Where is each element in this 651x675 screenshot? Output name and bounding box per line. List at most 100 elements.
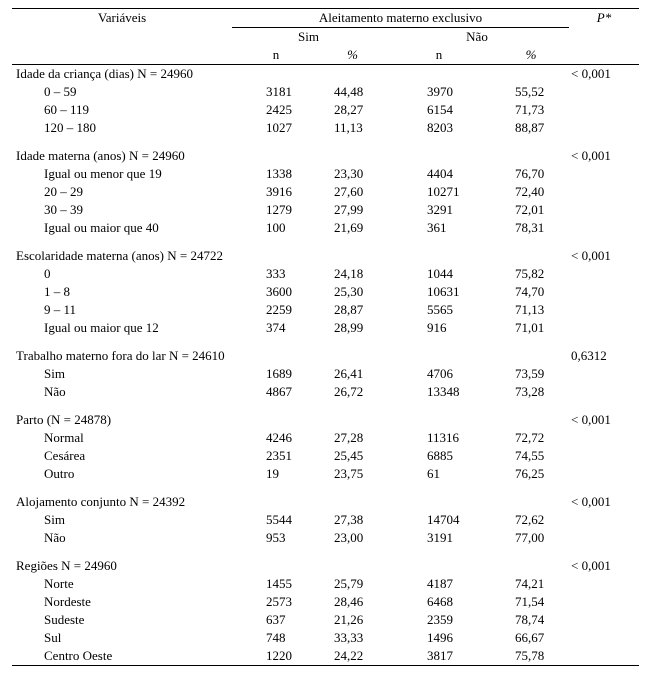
cell-n-yes: 1279: [232, 201, 320, 219]
cell-pct-yes: 33,33: [320, 629, 385, 647]
cell-n-no: 3191: [385, 529, 493, 547]
cell-pct-yes: 28,87: [320, 301, 385, 319]
cell-pct-no: 75,78: [493, 647, 569, 666]
section-spacer: [12, 401, 639, 411]
cell-pct-no: 78,74: [493, 611, 569, 629]
table-row: Cesárea235125,45688574,55: [12, 447, 639, 465]
table-row: Norte145525,79418774,21: [12, 575, 639, 593]
section-title-row: Idade materna (anos) N = 24960< 0,001: [12, 147, 639, 165]
row-label: 20 – 29: [12, 183, 232, 201]
p-value: < 0,001: [569, 147, 639, 165]
section-title: Escolaridade materna (anos) N = 24722: [12, 247, 232, 265]
cell-pct-no: 72,01: [493, 201, 569, 219]
row-label: 30 – 39: [12, 201, 232, 219]
table-row: Igual ou maior que 4010021,6936178,31: [12, 219, 639, 237]
header-n1: n: [232, 46, 320, 65]
cell-n-yes: 2573: [232, 593, 320, 611]
cell-pct-yes: 24,22: [320, 647, 385, 666]
cell-pct-yes: 25,79: [320, 575, 385, 593]
table-row: 9 – 11225928,87556571,13: [12, 301, 639, 319]
cell-pct-yes: 23,75: [320, 465, 385, 483]
row-label: Igual ou maior que 12: [12, 319, 232, 337]
section-title-row: Alojamento conjunto N = 24392 < 0,001: [12, 493, 639, 511]
section-title-row: Regiões N = 24960< 0,001: [12, 557, 639, 575]
cell-pct-yes: 28,27: [320, 101, 385, 119]
header-row-2: Sim Não: [12, 28, 639, 47]
row-label: Não: [12, 529, 232, 547]
cell-n-no: 13348: [385, 383, 493, 401]
row-label: 9 – 11: [12, 301, 232, 319]
cell-pct-no: 71,01: [493, 319, 569, 337]
row-label: Normal: [12, 429, 232, 447]
cell-pct-no: 77,00: [493, 529, 569, 547]
table-row: Sudeste63721,26235978,74: [12, 611, 639, 629]
table-row: 1 – 8360025,301063174,70: [12, 283, 639, 301]
section-title-row: Idade da criança (dias) N = 24960< 0,001: [12, 65, 639, 84]
table-row: Sul74833,33149666,67: [12, 629, 639, 647]
cell-pct-no: 71,54: [493, 593, 569, 611]
cell-n-yes: 748: [232, 629, 320, 647]
row-label: 60 – 119: [12, 101, 232, 119]
table-row: 0 – 59318144,48397055,52: [12, 83, 639, 101]
cell-pct-yes: 26,72: [320, 383, 385, 401]
header-yes: Sim: [232, 28, 385, 47]
cell-pct-no: 73,28: [493, 383, 569, 401]
cell-n-no: 1496: [385, 629, 493, 647]
table-row: Centro Oeste122024,22381775,78: [12, 647, 639, 666]
row-label: Igual ou menor que 19: [12, 165, 232, 183]
cell-pct-no: 78,31: [493, 219, 569, 237]
p-value: < 0,001: [569, 557, 639, 575]
section-spacer: [12, 337, 639, 347]
p-value: < 0,001: [569, 493, 639, 511]
cell-pct-yes: 26,41: [320, 365, 385, 383]
cell-n-yes: 100: [232, 219, 320, 237]
row-label: 0: [12, 265, 232, 283]
table-row: Nordeste257328,46646871,54: [12, 593, 639, 611]
cell-n-yes: 5544: [232, 511, 320, 529]
row-label: Sul: [12, 629, 232, 647]
cell-n-yes: 637: [232, 611, 320, 629]
cell-pct-no: 74,21: [493, 575, 569, 593]
section-spacer: [12, 237, 639, 247]
cell-n-no: 3970: [385, 83, 493, 101]
cell-pct-yes: 21,69: [320, 219, 385, 237]
table-row: Não95323,00319177,00: [12, 529, 639, 547]
row-label: 0 – 59: [12, 83, 232, 101]
cell-n-yes: 19: [232, 465, 320, 483]
cell-n-yes: 4867: [232, 383, 320, 401]
section-title: Trabalho materno fora do lar N = 24610: [12, 347, 232, 365]
row-label: Igual ou maior que 40: [12, 219, 232, 237]
cell-n-yes: 953: [232, 529, 320, 547]
cell-n-yes: 2351: [232, 447, 320, 465]
cell-pct-yes: 27,28: [320, 429, 385, 447]
header-pct2: %: [493, 46, 569, 65]
table-row: Sim168926,41470673,59: [12, 365, 639, 383]
data-table: Variáveis Aleitamento materno exclusivo …: [12, 8, 639, 666]
cell-n-yes: 3181: [232, 83, 320, 101]
cell-pct-yes: 44,48: [320, 83, 385, 101]
p-value: < 0,001: [569, 247, 639, 265]
cell-n-no: 11316: [385, 429, 493, 447]
row-label: Sim: [12, 365, 232, 383]
section-title: Alojamento conjunto N = 24392: [12, 493, 232, 511]
cell-pct-yes: 28,46: [320, 593, 385, 611]
cell-n-yes: 374: [232, 319, 320, 337]
cell-pct-no: 71,13: [493, 301, 569, 319]
cell-pct-yes: 11,13: [320, 119, 385, 137]
cell-pct-no: 76,25: [493, 465, 569, 483]
cell-n-no: 3291: [385, 201, 493, 219]
table-row: Igual ou menor que 19133823,30440476,70: [12, 165, 639, 183]
cell-n-yes: 333: [232, 265, 320, 283]
cell-pct-no: 72,72: [493, 429, 569, 447]
cell-pct-no: 66,67: [493, 629, 569, 647]
cell-n-no: 3817: [385, 647, 493, 666]
table-row: 20 – 29391627,601027172,40: [12, 183, 639, 201]
p-value: < 0,001: [569, 65, 639, 84]
cell-n-yes: 1689: [232, 365, 320, 383]
cell-n-no: 4187: [385, 575, 493, 593]
row-label: Centro Oeste: [12, 647, 232, 666]
cell-pct-no: 71,73: [493, 101, 569, 119]
table-row: Não486726,721334873,28: [12, 383, 639, 401]
section-title-row: Parto (N = 24878)< 0,001: [12, 411, 639, 429]
table-row: Normal424627,281131672,72: [12, 429, 639, 447]
